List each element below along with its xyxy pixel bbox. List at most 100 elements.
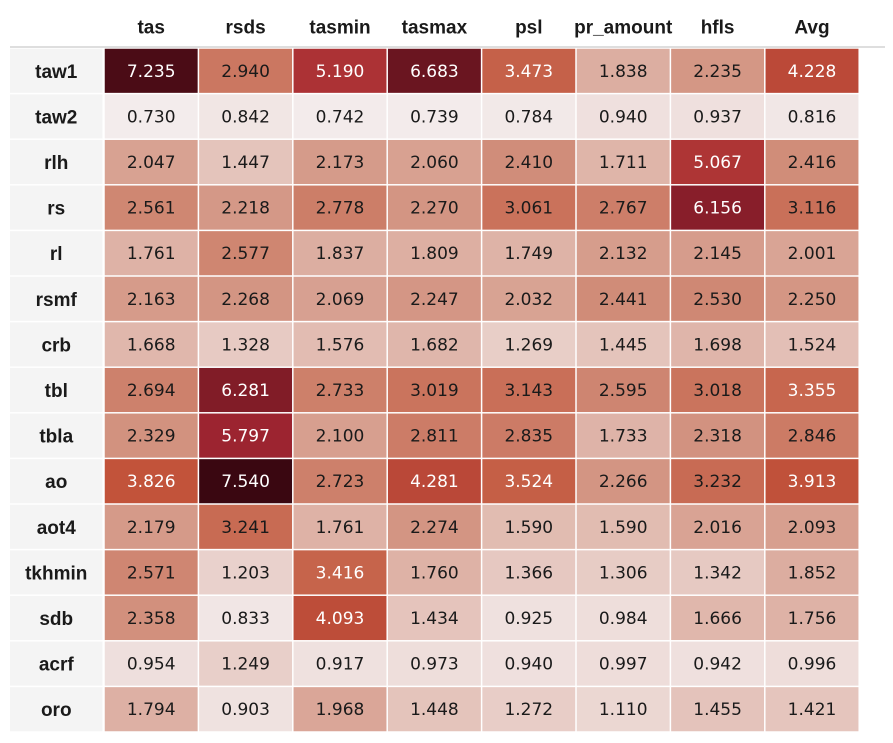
cell-value-label: 1.434 [410, 609, 459, 629]
heatmap-cell [765, 595, 859, 641]
row-header-taw2: taw2 [35, 107, 77, 128]
cell-value-label: 0.940 [504, 655, 553, 675]
cell-value-label: 0.937 [693, 107, 742, 127]
heatmap-cell [387, 641, 481, 686]
cell-value-label: 0.903 [221, 700, 270, 720]
cell-value-label: 2.846 [788, 427, 837, 447]
heatmap-cell [576, 185, 670, 230]
heatmap-cell [576, 231, 670, 276]
heatmap-cell [482, 367, 576, 413]
cell-value-label: 2.247 [410, 290, 459, 310]
heatmap-cell [387, 48, 481, 93]
cell-value-label: 2.032 [504, 290, 553, 310]
cell-value-label: 2.093 [788, 518, 837, 538]
cell-value-label: 4.228 [788, 62, 837, 82]
row-header-bg [10, 94, 103, 139]
column-header-tasmax: tasmax [402, 18, 468, 39]
row-header-aot4: aot4 [37, 518, 77, 539]
cell-value-label: 0.917 [316, 655, 365, 675]
heatmap-cell [104, 641, 198, 686]
heatmap-cell [104, 322, 198, 367]
heatmap-cell [765, 413, 859, 458]
cell-value-label: 0.833 [221, 609, 270, 629]
heatmap-cell [482, 48, 576, 93]
row-header-rlh: rlh [44, 153, 68, 174]
cell-value-label: 0.940 [599, 107, 648, 127]
cell-value-label: 3.018 [693, 381, 742, 401]
heatmap-cell [671, 276, 765, 321]
cell-value-label: 1.249 [221, 655, 270, 675]
cell-value-label: 2.940 [221, 62, 270, 82]
heatmap-cell [765, 276, 859, 321]
cell-value-label: 1.524 [788, 335, 837, 355]
column-header-tas: tas [137, 18, 164, 39]
cell-value-label: 5.190 [316, 62, 365, 82]
heatmap-cell [576, 48, 670, 93]
heatmap-cell [671, 94, 765, 139]
cell-value-label: 1.203 [221, 563, 270, 583]
cell-value-label: 0.984 [599, 609, 648, 629]
cell-value-label: 2.595 [599, 381, 648, 401]
heatmap-cell [387, 231, 481, 276]
heatmap-cell [199, 459, 293, 504]
cell-value-label: 1.733 [599, 427, 648, 447]
heatmap-cell [387, 94, 481, 139]
heatmap-cell [482, 185, 576, 230]
cell-value-label: 2.270 [410, 199, 459, 219]
heatmap-cell [387, 413, 481, 458]
cell-value-label: 3.061 [504, 199, 553, 219]
heatmap-cell [199, 550, 293, 595]
cell-value-label: 1.328 [221, 335, 270, 355]
heatmap-cell [199, 139, 293, 185]
heatmap-cell [104, 595, 198, 641]
heatmap-cell [387, 595, 481, 641]
cell-value-label: 3.116 [788, 199, 837, 219]
cell-value-label: 1.761 [127, 244, 176, 264]
cell-value-label: 1.448 [410, 700, 459, 720]
heatmap-cell [104, 367, 198, 413]
heatmap-cell [293, 139, 387, 185]
cell-value-label: 1.455 [693, 700, 742, 720]
heatmap-cell [482, 231, 576, 276]
cell-value-label: 1.366 [504, 563, 553, 583]
cell-value-label: 2.163 [127, 290, 176, 310]
row-header-bg [10, 504, 103, 549]
cell-value-label: 1.306 [599, 563, 648, 583]
heatmap-cell [104, 459, 198, 504]
heatmap-cell [576, 139, 670, 185]
cell-value-label: 2.778 [316, 199, 365, 219]
cell-value-label: 0.954 [127, 655, 176, 675]
cell-value-label: 0.730 [127, 107, 176, 127]
heatmap-cell [576, 641, 670, 686]
cell-value-label: 1.342 [693, 563, 742, 583]
heatmap-cell [765, 459, 859, 504]
cell-value-label: 1.110 [599, 700, 648, 720]
heatmap-cell [387, 139, 481, 185]
heatmap-cells: 7.235 2.940 5.190 6.683 3.473 1.838 2.235 4.228… [104, 48, 859, 732]
heatmap-cell [765, 139, 859, 185]
heatmap-cell [293, 687, 387, 732]
heatmap-cell [671, 550, 765, 595]
row-header-bg [10, 687, 103, 732]
heatmap-cell [482, 139, 576, 185]
row-header-bg [10, 231, 103, 276]
row-header-bg [10, 48, 103, 93]
cell-value-label: 6.683 [410, 62, 459, 82]
cell-value-label: 5.067 [693, 153, 742, 173]
row-header-rsmf: rsmf [36, 290, 78, 311]
heatmap-cell [671, 185, 765, 230]
cell-value-label: 1.760 [410, 563, 459, 583]
cell-value-label: 4.093 [316, 609, 365, 629]
cell-value-label: 2.811 [410, 427, 459, 447]
row-header-rl: rl [50, 244, 63, 265]
heatmap-cell [482, 550, 576, 595]
heatmap-cell [576, 459, 670, 504]
cell-value-label: 3.826 [127, 472, 176, 492]
cell-value-label: 2.577 [221, 244, 270, 264]
heatmap-cell [482, 595, 576, 641]
cell-value-label: 2.250 [788, 290, 837, 310]
cell-value-label: 2.416 [788, 153, 837, 173]
heatmap-cell [199, 48, 293, 93]
heatmap-cell [104, 550, 198, 595]
